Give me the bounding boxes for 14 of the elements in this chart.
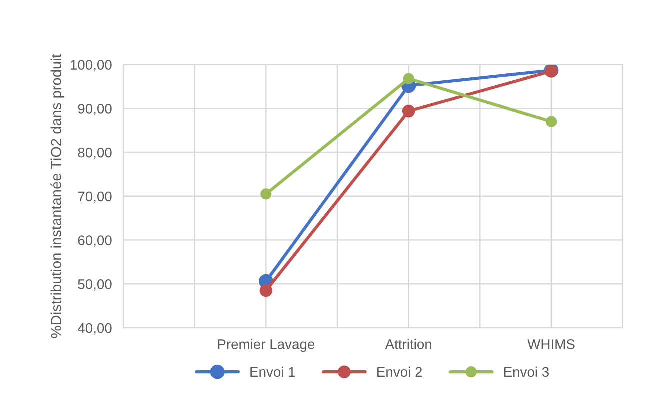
legend-label: Envoi 1 [250,366,296,378]
y-tick-label: 100,00 [70,60,112,72]
legend-label: Envoi 3 [504,366,549,378]
y-tick-label: 90,00 [78,104,112,116]
x-tick-label: Attrition [385,339,432,350]
legend-label: Envoi 2 [378,366,422,378]
x-tick-label: Premier Lavage [218,339,315,352]
y-tick-label: 80,00 [78,148,112,160]
y-tick-label: 40,00 [78,323,112,335]
y-tick-label: 70,00 [78,192,112,204]
y-tick-label: 60,00 [78,236,112,248]
x-tick-label: WHIMS [528,340,575,350]
y-axis-title: %Distribution instantanée TiO2 dans produit [50,54,64,338]
y-tick-label: 50,00 [78,280,112,291]
